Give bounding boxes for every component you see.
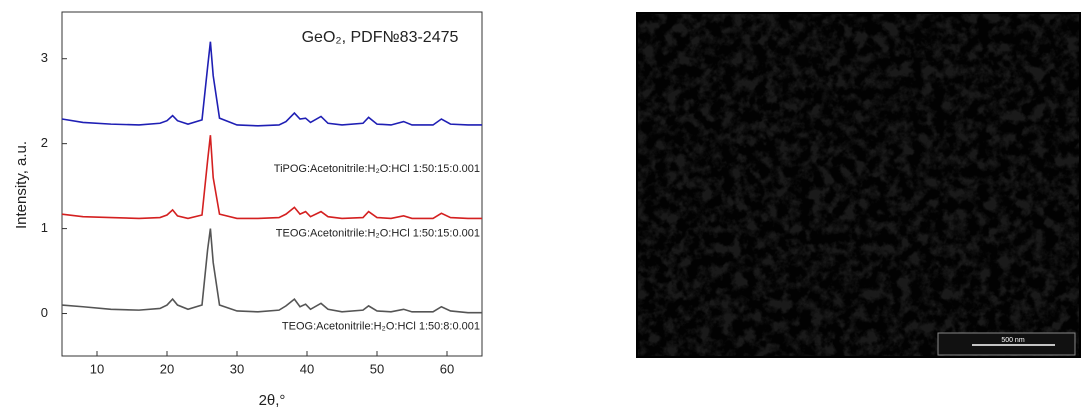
x-tick-label: 40: [300, 361, 314, 376]
scale-bar-label: 500 nm: [1001, 337, 1025, 344]
y-tick-label: 1: [41, 220, 48, 235]
xrd-line: [61, 135, 482, 220]
x-tick-label: 10: [90, 361, 104, 376]
x-tick-label: 30: [230, 361, 244, 376]
x-tick-label: 20: [160, 361, 174, 376]
y-tick-label: 3: [41, 50, 48, 65]
x-tick-label: 50: [370, 361, 384, 376]
x-tick-label: 60: [440, 361, 454, 376]
xrd-line: [61, 228, 482, 314]
xrd-line: [61, 41, 482, 127]
y-tick-label: 0: [41, 305, 48, 320]
y-axis-label: Intensity, a.u.: [13, 141, 30, 229]
series-label: TiPOG:Acetonitrile:H₂O:HCl 1:50:15:0.001: [274, 163, 480, 175]
series-label: TEOG:Acetonitrile:H₂O:HCl 1:50:15:0.001: [276, 227, 480, 239]
x-axis-label: 2θ,°: [259, 392, 286, 409]
plot-frame: [61, 11, 483, 357]
series-label: TEOG:Acetonitrile:H₂O:HCl 1:50:8:0.001: [282, 321, 480, 333]
y-tick-label: 2: [41, 135, 48, 150]
chart-title: GeO₂, PDF№83-2475: [302, 29, 459, 46]
sem-image: 500 nm: [636, 12, 1081, 358]
